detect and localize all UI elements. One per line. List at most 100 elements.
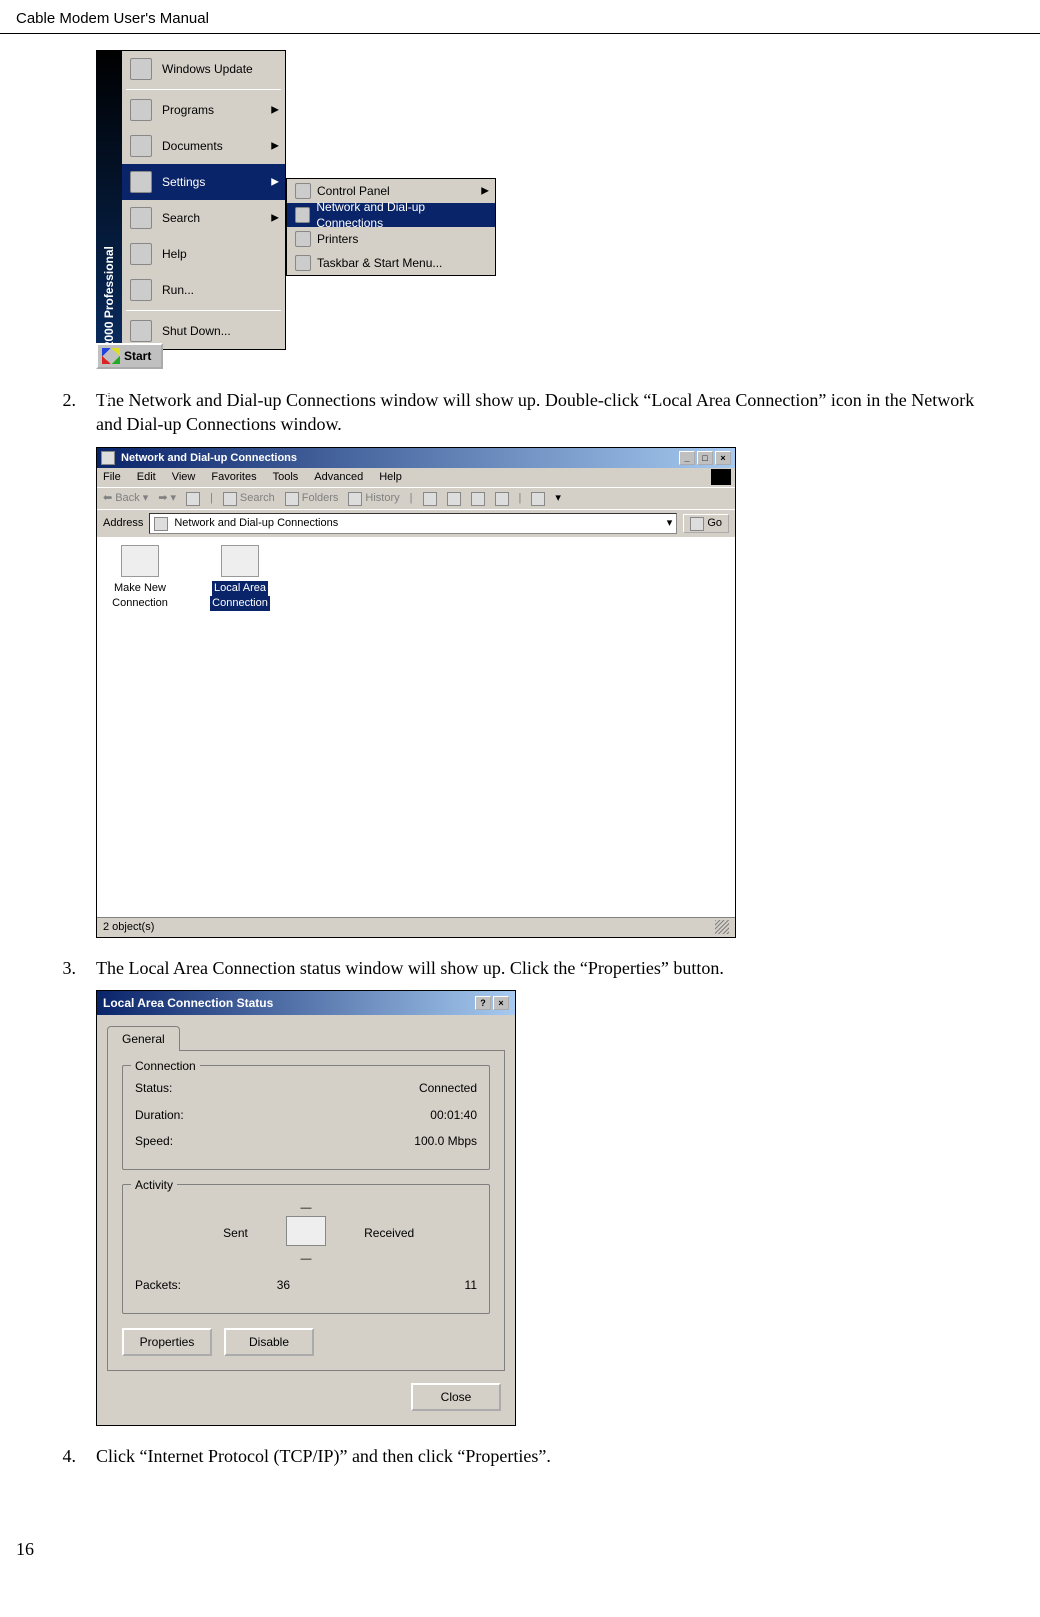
- history-button[interactable]: History: [348, 491, 399, 506]
- figure-start-menu: Windows 2000 Professional Windows Update…: [48, 50, 992, 370]
- activity-group: Activity Sent — — Received Packets: 36 1…: [122, 1184, 490, 1314]
- sm-windows-update[interactable]: Windows Update: [122, 51, 285, 87]
- sm-run[interactable]: Run...: [122, 272, 285, 308]
- sm-help[interactable]: Help: [122, 236, 285, 272]
- page-number: 16: [16, 1539, 34, 1559]
- menu-edit[interactable]: Edit: [137, 470, 156, 485]
- settings-icon: [130, 171, 152, 193]
- sm-label: Help: [162, 246, 187, 262]
- search-icon: [223, 492, 237, 506]
- menu-view[interactable]: View: [172, 470, 196, 485]
- tab-general[interactable]: General: [107, 1026, 180, 1051]
- close-button[interactable]: ×: [715, 451, 731, 465]
- chevron-right-icon: ▶: [481, 184, 489, 198]
- icon-local-area-connection[interactable]: Local Area Connection: [205, 545, 275, 611]
- start-menu-banner: Windows 2000 Professional: [96, 50, 122, 343]
- folder-up-icon: [186, 492, 200, 506]
- go-icon: [690, 517, 704, 531]
- close-button[interactable]: ×: [493, 996, 509, 1010]
- sm-programs[interactable]: Programs ▶: [122, 92, 285, 128]
- undo-icon[interactable]: [495, 492, 509, 506]
- shutdown-icon: [130, 320, 152, 342]
- toolbar: ⬅ Back ▾ ➡ ▾ | Search Folders History | …: [97, 487, 735, 509]
- status-bar: 2 object(s): [97, 917, 735, 937]
- start-button[interactable]: Start: [96, 343, 163, 369]
- menu-advanced[interactable]: Advanced: [314, 470, 363, 485]
- network-icon: [295, 207, 310, 223]
- sm-settings[interactable]: Settings ▶: [122, 164, 285, 200]
- group-title: Connection: [131, 1058, 200, 1074]
- delete-icon[interactable]: [471, 492, 485, 506]
- icon-caption: Local Area: [212, 581, 268, 596]
- properties-button[interactable]: Properties: [122, 1328, 212, 1356]
- menu-help[interactable]: Help: [379, 470, 402, 485]
- duration-value: 00:01:40: [430, 1107, 477, 1123]
- start-label: Start: [124, 348, 151, 364]
- dialog-titlebar: Local Area Connection Status ? ×: [97, 991, 515, 1015]
- go-button[interactable]: Go: [683, 514, 729, 533]
- folders-label: Folders: [302, 491, 339, 506]
- help-button[interactable]: ?: [475, 996, 491, 1010]
- address-label: Address: [103, 516, 143, 531]
- folders-icon: [285, 492, 299, 506]
- sm-label: Run...: [162, 282, 194, 298]
- go-label: Go: [707, 516, 722, 531]
- packets-label: Packets:: [135, 1277, 181, 1293]
- search-label: Search: [240, 491, 275, 506]
- sub-printers[interactable]: Printers: [287, 227, 495, 251]
- menu-file[interactable]: File: [103, 470, 121, 485]
- moveto-icon[interactable]: [423, 492, 437, 506]
- sm-label: Search: [162, 210, 200, 226]
- step-3: 3. The Local Area Connection status wind…: [48, 956, 992, 980]
- help-icon: [130, 243, 152, 265]
- folders-button[interactable]: Folders: [285, 491, 339, 506]
- up-button[interactable]: [186, 492, 200, 506]
- step-number: 4.: [48, 1444, 76, 1468]
- address-value: Network and Dial-up Connections: [174, 516, 338, 531]
- duration-label: Duration:: [135, 1107, 184, 1123]
- group-title: Activity: [131, 1177, 177, 1193]
- page-footer: 16: [0, 1479, 1040, 1580]
- lan-icon: [221, 545, 259, 577]
- sm-search[interactable]: Search ▶: [122, 200, 285, 236]
- speed-value: 100.0 Mbps: [414, 1133, 477, 1149]
- sm-label: Shut Down...: [162, 323, 231, 339]
- history-icon: [348, 492, 362, 506]
- sm-documents[interactable]: Documents ▶: [122, 128, 285, 164]
- step-text: Click “Internet Protocol (TCP/IP)” and t…: [96, 1444, 992, 1468]
- sent-label: Sent: [135, 1225, 248, 1241]
- maximize-button[interactable]: □: [697, 451, 713, 465]
- sent-value: 36: [277, 1277, 290, 1293]
- page-header: Cable Modem User's Manual: [0, 0, 1040, 34]
- windows-logo-icon: [711, 469, 731, 485]
- chevron-right-icon: ▶: [271, 211, 279, 225]
- sub-network-dialup[interactable]: Network and Dial-up Connections: [287, 203, 495, 227]
- search-button[interactable]: Search: [223, 491, 275, 506]
- network-connections-window: Network and Dial-up Connections _ □ × Fi…: [96, 447, 736, 938]
- address-input[interactable]: Network and Dial-up Connections ▾: [149, 513, 677, 534]
- sm-label: Settings: [162, 174, 205, 190]
- window-body: Make New Connection Local Area Connectio…: [97, 537, 735, 917]
- start-menu: Windows Update Programs ▶ Documents ▶ Se…: [122, 50, 286, 350]
- menu-favorites[interactable]: Favorites: [211, 470, 256, 485]
- sub-taskbar[interactable]: Taskbar & Start Menu...: [287, 251, 495, 275]
- chevron-right-icon: ▶: [271, 175, 279, 189]
- step-text: The Network and Dial-up Connections wind…: [96, 388, 992, 437]
- minimize-button[interactable]: _: [679, 451, 695, 465]
- resize-grip[interactable]: [715, 920, 729, 934]
- window-titlebar: Network and Dial-up Connections _ □ ×: [97, 448, 735, 469]
- address-bar: Address Network and Dial-up Connections …: [97, 509, 735, 537]
- forward-button[interactable]: ➡ ▾: [158, 491, 176, 506]
- icon-make-new-connection[interactable]: Make New Connection: [105, 545, 175, 611]
- views-icon[interactable]: [531, 492, 545, 506]
- menu-tools[interactable]: Tools: [273, 470, 299, 485]
- back-button[interactable]: ⬅ Back ▾: [103, 491, 148, 506]
- disable-button[interactable]: Disable: [224, 1328, 314, 1356]
- close-dialog-button[interactable]: Close: [411, 1383, 501, 1411]
- menu-separator: [126, 89, 281, 90]
- chevron-right-icon: ▶: [271, 103, 279, 117]
- speed-label: Speed:: [135, 1133, 173, 1149]
- dialog-tabs: General: [97, 1015, 515, 1050]
- copyto-icon[interactable]: [447, 492, 461, 506]
- back-label: Back: [115, 491, 139, 506]
